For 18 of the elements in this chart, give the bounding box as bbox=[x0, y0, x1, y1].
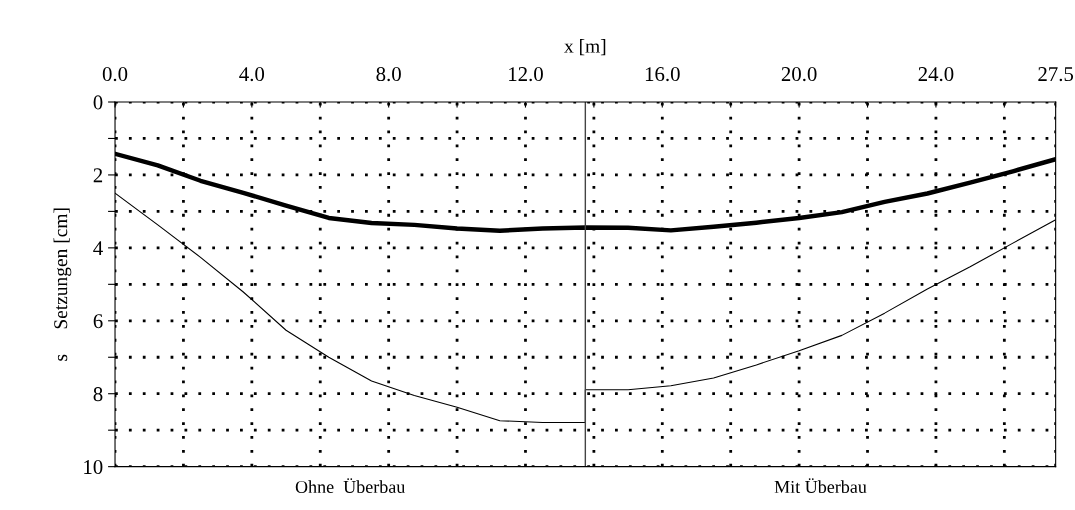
x-tick-label: 24.0 bbox=[918, 67, 954, 82]
x-tick-label: 16.0 bbox=[645, 67, 680, 82]
text: Ohne Überbau bbox=[295, 478, 406, 494]
y-tick-label: 4 bbox=[93, 241, 103, 256]
x-axis-title: x [m] bbox=[564, 39, 606, 56]
y-tick-label: 10 bbox=[84, 460, 103, 475]
y-tick-label: 2 bbox=[93, 168, 103, 183]
x-tick-label: 27.5 bbox=[1038, 67, 1074, 82]
x-tick-label: 12.0 bbox=[509, 67, 543, 82]
x-tick-label: 0.0 bbox=[102, 67, 128, 82]
x-tick-label: 8.0 bbox=[376, 67, 401, 82]
y-tick-label: 6 bbox=[93, 314, 103, 329]
y-axis-title: s Setzungen [cm] bbox=[53, 208, 72, 361]
text: Mit Überbau bbox=[774, 478, 867, 494]
y-tick-label: 0 bbox=[93, 95, 103, 110]
y-tick-label: 8 bbox=[93, 387, 103, 402]
x-tick-label: 4.0 bbox=[239, 67, 265, 82]
x-tick-label: 20.0 bbox=[781, 67, 817, 82]
